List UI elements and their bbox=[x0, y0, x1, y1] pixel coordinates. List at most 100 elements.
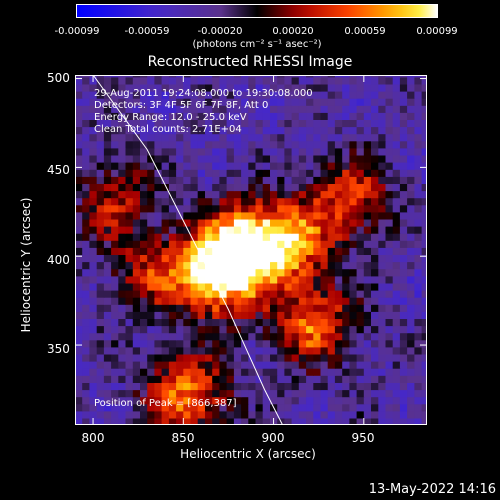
heatmap-cell bbox=[320, 275, 329, 284]
heatmap-cell bbox=[320, 368, 329, 376]
heatmap-cell bbox=[262, 254, 271, 263]
heatmap-cell bbox=[205, 261, 213, 270]
heatmap-cell bbox=[385, 389, 394, 398]
heatmap-cell bbox=[233, 389, 242, 398]
heatmap-cell bbox=[349, 417, 358, 425]
heatmap-cell bbox=[197, 353, 206, 362]
heatmap-cell bbox=[197, 254, 206, 263]
heatmap-cell bbox=[277, 133, 285, 142]
heatmap-cell bbox=[190, 197, 199, 206]
heatmap-cell bbox=[140, 396, 148, 405]
heatmap-cell bbox=[313, 240, 322, 248]
heatmap-cell bbox=[342, 417, 350, 425]
heatmap-cell bbox=[82, 75, 90, 78]
heatmap-cell bbox=[125, 98, 134, 106]
heatmap-cell bbox=[161, 83, 170, 92]
heatmap-cell bbox=[118, 417, 127, 425]
heatmap-cell bbox=[270, 126, 278, 135]
heatmap-cell bbox=[183, 339, 192, 348]
heatmap-cell bbox=[262, 282, 271, 291]
heatmap-cell bbox=[197, 147, 206, 156]
heatmap-cell bbox=[385, 204, 394, 213]
heatmap-cell bbox=[313, 218, 322, 227]
heatmap-cell bbox=[82, 240, 90, 248]
heatmap-cell bbox=[298, 162, 307, 170]
heatmap-cell bbox=[183, 410, 192, 419]
heatmap-cell bbox=[226, 368, 235, 376]
heatmap-cell bbox=[421, 147, 427, 156]
heatmap-cell bbox=[183, 75, 192, 78]
heatmap-cell bbox=[378, 75, 387, 78]
heatmap-cell bbox=[349, 105, 358, 113]
heatmap-cell bbox=[125, 83, 134, 92]
heatmap-cell bbox=[233, 204, 242, 213]
heatmap-cell bbox=[111, 410, 119, 419]
heatmap-cell bbox=[363, 162, 372, 170]
heatmap-cell bbox=[190, 247, 199, 255]
heatmap-cell bbox=[421, 247, 427, 255]
heatmap-cell bbox=[111, 83, 119, 92]
heatmap-cell bbox=[421, 83, 427, 92]
heatmap-cell bbox=[154, 126, 163, 135]
heatmap-cell bbox=[320, 112, 329, 120]
heatmap-cell bbox=[349, 339, 358, 348]
heatmap-cell bbox=[385, 154, 394, 163]
heatmap-cell bbox=[255, 218, 264, 227]
heatmap-cell bbox=[132, 325, 141, 334]
heatmap-cell bbox=[168, 126, 177, 135]
heatmap-cell bbox=[103, 162, 112, 170]
heatmap-cell bbox=[363, 133, 372, 142]
heatmap-cell bbox=[233, 268, 242, 277]
heatmap-cell bbox=[313, 140, 322, 149]
heatmap-cell bbox=[407, 204, 415, 213]
heatmap-cell bbox=[140, 290, 148, 298]
heatmap-cell bbox=[241, 83, 249, 92]
heatmap-cell bbox=[241, 254, 249, 263]
heatmap-cell bbox=[161, 91, 170, 99]
heatmap-cell bbox=[320, 410, 329, 419]
heatmap-cell bbox=[356, 169, 365, 177]
heatmap-cell bbox=[399, 375, 408, 383]
heatmap-cell bbox=[407, 297, 415, 305]
heatmap-cell bbox=[96, 304, 105, 312]
heatmap-cell bbox=[399, 361, 408, 369]
heatmap-cell bbox=[168, 204, 177, 213]
heatmap-cell bbox=[291, 282, 300, 291]
heatmap-cell bbox=[103, 268, 112, 277]
heatmap-cell bbox=[334, 332, 343, 341]
heatmap-cell bbox=[255, 76, 264, 85]
heatmap-cell bbox=[356, 126, 365, 135]
heatmap-cell bbox=[327, 240, 336, 248]
heatmap-cell bbox=[118, 183, 127, 192]
heatmap-cell bbox=[183, 240, 192, 248]
heatmap-cell bbox=[161, 190, 170, 199]
heatmap-cell bbox=[89, 218, 98, 227]
heatmap-cell bbox=[342, 290, 350, 298]
heatmap-cell bbox=[140, 325, 148, 334]
heatmap-cell bbox=[140, 133, 148, 142]
heatmap-cell bbox=[356, 190, 365, 199]
heatmap-cell bbox=[111, 382, 119, 391]
heatmap-cell bbox=[320, 325, 329, 334]
heatmap-cell bbox=[241, 190, 249, 199]
heatmap-cell bbox=[334, 91, 343, 99]
heatmap-cell bbox=[320, 318, 329, 327]
heatmap-cell bbox=[320, 375, 329, 383]
heatmap-cell bbox=[154, 76, 163, 85]
heatmap-cell bbox=[205, 247, 213, 255]
heatmap-cell bbox=[277, 240, 285, 248]
heatmap-cell bbox=[219, 353, 228, 362]
heatmap-cell bbox=[399, 396, 408, 405]
heatmap-cell bbox=[118, 325, 127, 334]
heatmap-cell bbox=[291, 154, 300, 163]
heatmap-cell bbox=[298, 368, 307, 376]
heatmap-cell bbox=[205, 417, 213, 425]
heatmap-cell bbox=[421, 112, 427, 120]
heatmap-cell bbox=[334, 197, 343, 206]
heatmap-cell bbox=[407, 375, 415, 383]
heatmap-cell bbox=[205, 346, 213, 355]
heatmap-cell bbox=[342, 339, 350, 348]
heatmap-cell bbox=[212, 375, 220, 383]
heatmap-cell bbox=[205, 105, 213, 113]
heatmap-cell bbox=[118, 403, 127, 412]
